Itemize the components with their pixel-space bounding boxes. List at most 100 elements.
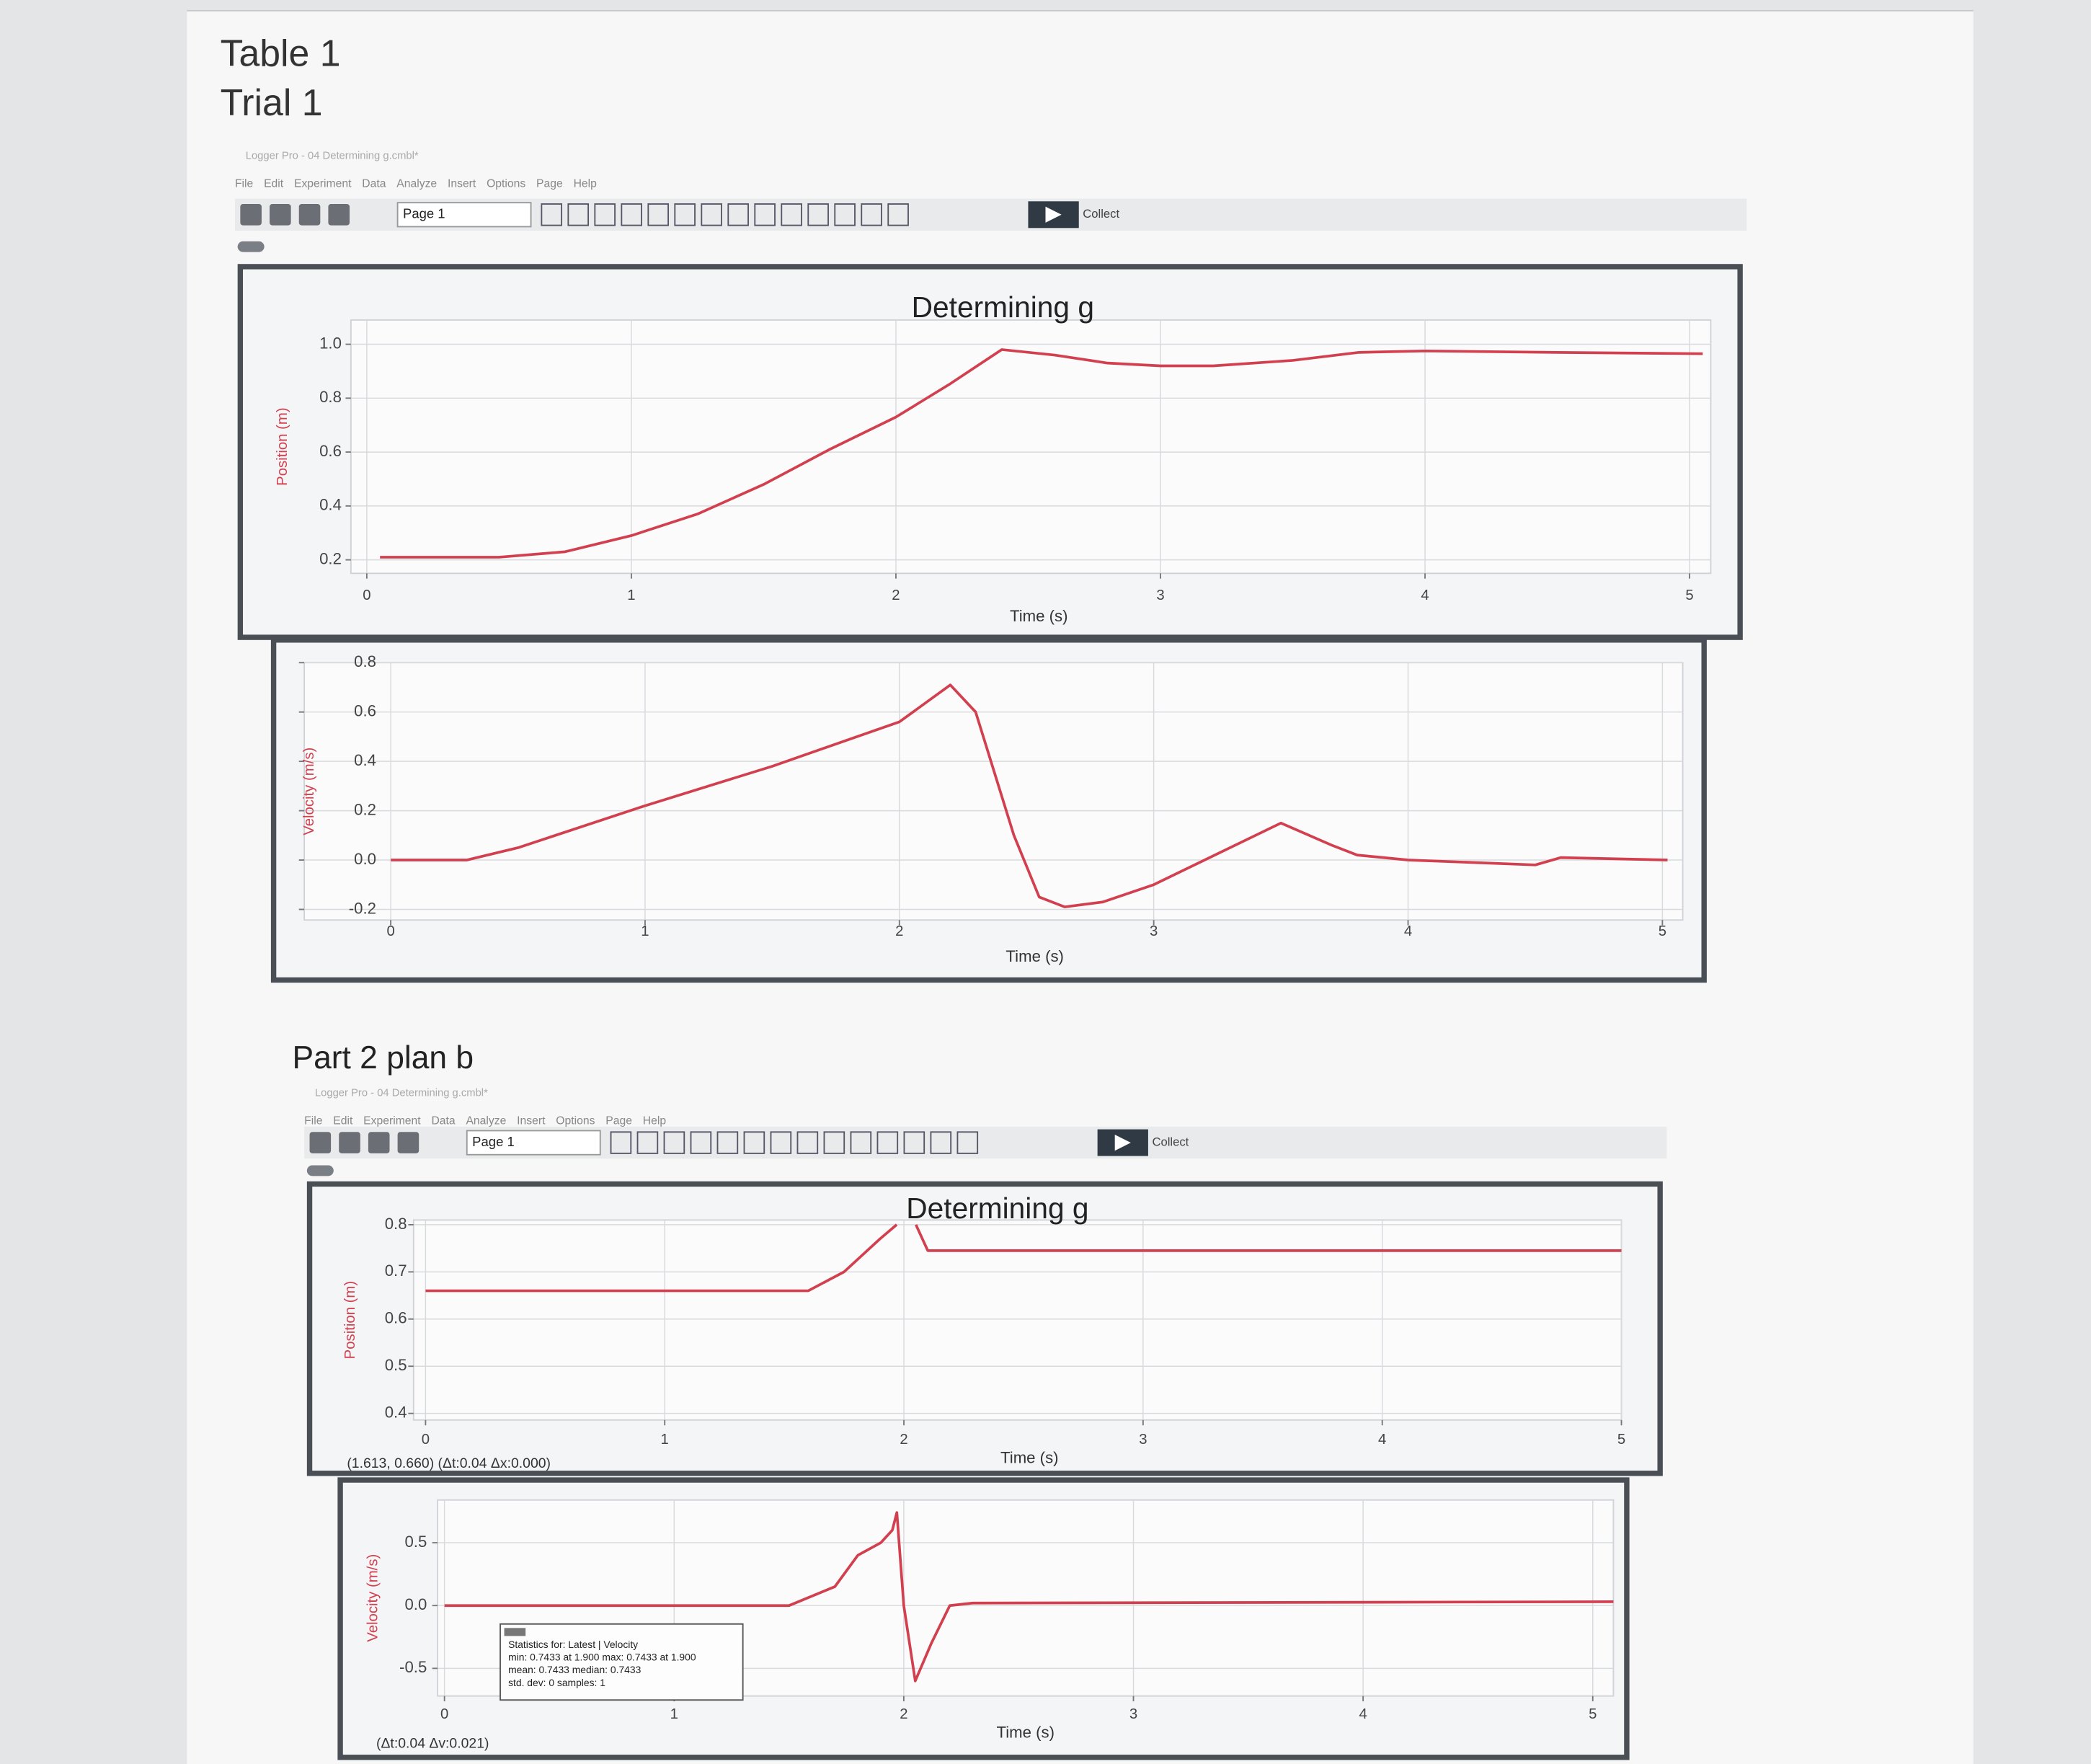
y-tick-label: 0.8 [354, 652, 376, 670]
toolbar-icon[interactable] [823, 1131, 845, 1154]
menu-item[interactable]: Options [556, 1115, 595, 1127]
x-tick-label: 0 [422, 1432, 430, 1448]
x-tick-label: 5 [1589, 1706, 1597, 1722]
toolbar-icon[interactable] [594, 203, 616, 226]
x-tick-label: 2 [900, 1706, 907, 1722]
menu-item[interactable]: Data [362, 177, 386, 190]
page-select[interactable] [466, 1130, 601, 1156]
y-tick-label: 0.5 [404, 1533, 427, 1551]
toolbar-icon[interactable] [309, 1132, 332, 1153]
toolbar-icon[interactable] [796, 1131, 819, 1154]
window-grip [306, 1165, 334, 1176]
menu-item[interactable]: File [235, 177, 254, 190]
toolbar-icon[interactable] [727, 203, 749, 226]
plot-area [350, 319, 1712, 575]
heading: Table 1 [221, 32, 341, 74]
menu-item[interactable]: Experiment [294, 177, 352, 190]
x-tick-label: 0 [363, 588, 370, 603]
toolbar-icon[interactable] [754, 203, 776, 226]
toolbar-icon[interactable] [397, 1132, 419, 1153]
toolbar-icon[interactable] [610, 1131, 632, 1154]
x-axis-label: Time (s) [1010, 607, 1068, 625]
y-tick-label: 0.6 [354, 702, 376, 720]
toolbar-icon[interactable] [567, 203, 590, 226]
menu-item[interactable]: Data [431, 1115, 455, 1127]
y-tick-label: -0.5 [399, 1658, 427, 1676]
menu-item[interactable]: Options [487, 177, 525, 190]
page-select[interactable] [396, 202, 532, 228]
toolbar-icon[interactable] [876, 1131, 899, 1154]
window-title: Logger Pro - 04 Determining g.cmbl* [315, 1088, 488, 1099]
toolbar-icon[interactable] [328, 203, 350, 226]
toolbar-icon[interactable] [270, 203, 291, 226]
x-tick-label: 1 [661, 1432, 669, 1448]
toolbar-icon[interactable] [240, 203, 262, 226]
cursor-readout: (1.613, 0.660) (Δt:0.04 Δx:0.000) [347, 1455, 551, 1471]
toolbar-icon[interactable] [298, 203, 321, 226]
x-tick-label: 3 [1156, 588, 1164, 603]
x-tick-label: 0 [440, 1706, 448, 1722]
x-tick-label: 3 [1139, 1432, 1147, 1448]
x-tick-label: 0 [386, 923, 394, 939]
toolbar-icon[interactable] [368, 1132, 390, 1153]
y-tick-label: 0.6 [319, 442, 342, 460]
heading: Part 2 plan b [292, 1040, 474, 1076]
menu-item[interactable]: Experiment [363, 1115, 421, 1127]
collect-label: Collect [1083, 207, 1119, 221]
y-axis-label: Position (m) [275, 407, 290, 485]
toolbar-icon[interactable] [861, 203, 882, 226]
toolbar-icon[interactable] [674, 203, 696, 226]
y-tick-label: 0.2 [319, 549, 342, 567]
toolbar-icon[interactable] [781, 203, 802, 226]
menu-item[interactable]: Insert [448, 177, 476, 190]
toolbar-icon[interactable] [339, 1132, 360, 1153]
x-tick-label: 2 [895, 923, 903, 939]
toolbar-icon[interactable] [850, 1131, 872, 1154]
statistics-line: Statistics for: Latest | Velocity [508, 1639, 638, 1650]
menu-item[interactable]: Edit [264, 177, 284, 190]
toolbar-icon[interactable] [541, 203, 563, 226]
toolbar-icon[interactable] [956, 1131, 979, 1154]
toolbar-icon[interactable] [743, 1131, 765, 1154]
y-tick-label: 0.6 [385, 1309, 407, 1327]
toolbar-icon[interactable] [716, 1131, 739, 1154]
toolbar-icon[interactable] [807, 203, 829, 226]
toolbar-icon[interactable] [690, 1131, 712, 1154]
toolbar-icon[interactable] [903, 1131, 925, 1154]
menu-item[interactable]: Help [574, 177, 598, 190]
menu-item[interactable]: Insert [517, 1115, 546, 1127]
statistics-line: mean: 0.7433 median: 0.7433 [508, 1664, 641, 1675]
y-tick-label: 0.0 [404, 1595, 427, 1613]
window-grip [237, 241, 265, 252]
x-tick-label: 3 [1129, 1706, 1137, 1722]
menu-item[interactable]: Help [643, 1115, 667, 1127]
y-axis-label: Velocity (m/s) [301, 748, 317, 836]
toolbar-icon[interactable] [636, 1131, 659, 1154]
toolbar-icon[interactable] [770, 1131, 792, 1154]
menu-item[interactable]: Analyze [466, 1115, 506, 1127]
menu-item[interactable]: Edit [333, 1115, 353, 1127]
collect-icon [1114, 1134, 1131, 1151]
window-title: Logger Pro - 04 Determining g.cmbl* [246, 150, 419, 161]
menu-item[interactable]: Analyze [396, 177, 437, 190]
toolbar-icon[interactable] [834, 203, 856, 226]
y-tick-label: 0.8 [385, 1215, 407, 1233]
toolbar-icon[interactable] [621, 203, 643, 226]
y-axis-label: Position (m) [342, 1281, 358, 1359]
statistics-line: std. dev: 0 samples: 1 [508, 1677, 605, 1688]
menu-item[interactable]: Page [536, 177, 563, 190]
menu-item[interactable]: Page [605, 1115, 632, 1127]
menu-item[interactable]: File [304, 1115, 323, 1127]
y-tick-label: -0.2 [349, 899, 376, 917]
y-axis-label: Velocity (m/s) [365, 1554, 381, 1642]
toolbar-icon[interactable] [647, 203, 669, 226]
data-line [425, 1223, 1622, 1293]
toolbar-icon[interactable] [701, 203, 722, 226]
toolbar-icon[interactable] [887, 203, 909, 226]
chart-title: Determining g [912, 291, 1094, 324]
collect-label: Collect [1152, 1135, 1189, 1148]
toolbar-icon[interactable] [930, 1131, 952, 1154]
statistics-line: min: 0.7433 at 1.900 max: 0.7433 at 1.90… [508, 1652, 696, 1663]
x-tick-label: 1 [670, 1706, 678, 1722]
toolbar-icon[interactable] [663, 1131, 685, 1154]
